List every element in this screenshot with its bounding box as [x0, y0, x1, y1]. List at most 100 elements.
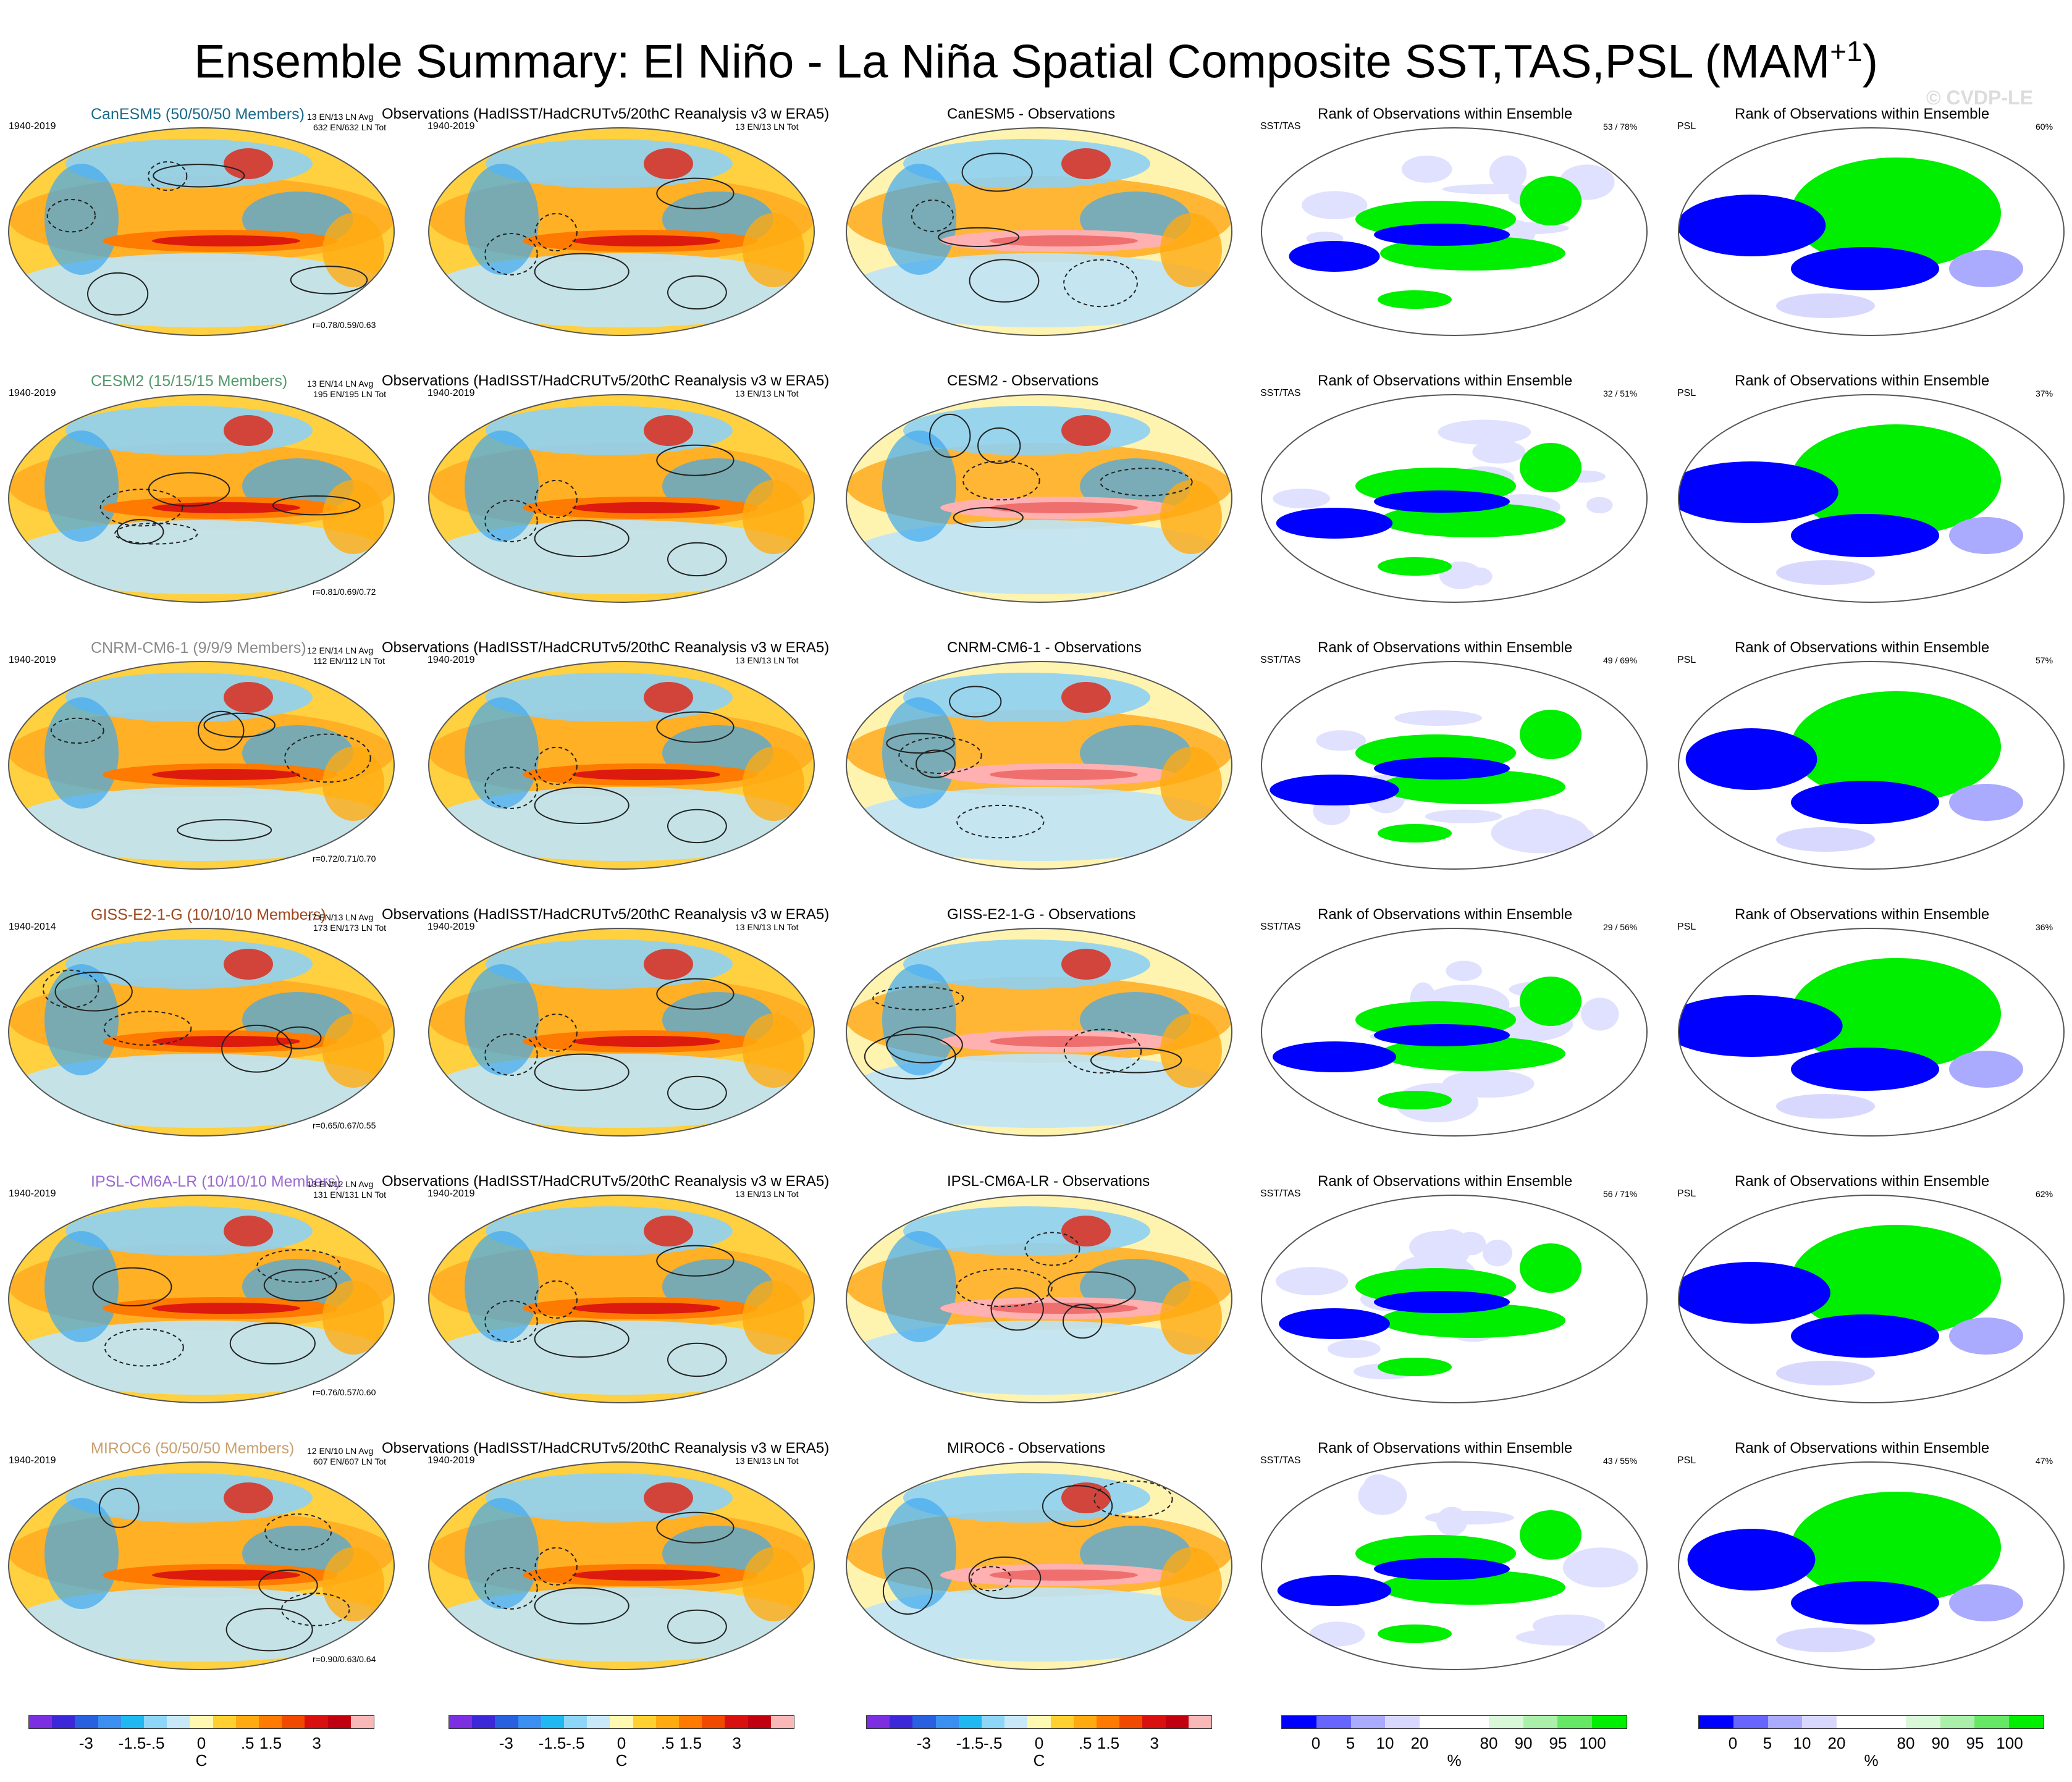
- colorbar-tick: 100: [1579, 1734, 1606, 1752]
- pattern-correlation: r=0.81/0.69/0.72: [313, 587, 376, 597]
- counts-tot: 112 EN/112 LN Tot: [313, 656, 385, 666]
- rank-title: Rank of Observations within Ensemble: [1735, 1173, 1990, 1190]
- obs-years: 1940-2019: [427, 388, 475, 398]
- rank-sst-percent: 53 / 78%: [1603, 122, 1638, 132]
- obs-counts: 13 EN/13 LN Tot: [735, 1456, 799, 1466]
- rank-title: Rank of Observations within Ensemble: [1735, 106, 1990, 122]
- counts-tot: 607 EN/607 LN Tot: [313, 1456, 387, 1466]
- temperature-colorbar: [866, 1715, 1212, 1729]
- model-map: [8, 394, 395, 603]
- colorbar-tick: 3: [1150, 1734, 1159, 1752]
- rankpsl-map: [1678, 394, 2065, 603]
- rank-psl-label: PSL: [1677, 121, 1696, 132]
- colorbar-tick: 80: [1897, 1734, 1915, 1752]
- obs-map: [428, 1195, 815, 1403]
- obs-title: Observations (HadISST/HadCRUTv5/20thC Re…: [382, 906, 830, 923]
- counts-avg: 12 EN/14 LN Avg: [307, 645, 374, 655]
- colorbar-tick: -1.5: [118, 1734, 146, 1752]
- colorbar-tick: -.5: [983, 1734, 1003, 1752]
- pattern-correlation: r=0.72/0.71/0.70: [313, 854, 376, 864]
- obs-years: 1940-2019: [427, 922, 475, 932]
- colorbar-tick: 5: [1762, 1734, 1772, 1752]
- counts-tot: 195 EN/195 LN Tot: [313, 389, 387, 399]
- rank-colorbar: [1698, 1715, 2044, 1729]
- rank-sst-percent: 49 / 69%: [1603, 655, 1638, 665]
- model-years: 1940-2019: [9, 388, 56, 398]
- model-years: 1940-2019: [9, 121, 56, 132]
- model-label: GISS-E2-1-G (10/10/10 Members): [91, 906, 326, 923]
- colorbar-tick: .5: [1078, 1734, 1092, 1752]
- rank-sst-percent: 29 / 56%: [1603, 922, 1638, 932]
- colorbar-tick: -3: [78, 1734, 93, 1752]
- colorbar-unit: %: [1447, 1751, 1462, 1770]
- diff-map: [846, 1195, 1232, 1403]
- obs-title: Observations (HadISST/HadCRUTv5/20thC Re…: [382, 639, 830, 656]
- diff-map: [846, 661, 1232, 870]
- colorbar-unit: C: [615, 1751, 628, 1770]
- model-label: CNRM-CM6-1 (9/9/9 Members): [91, 639, 306, 657]
- counts-avg: 13 EN/14 LN Avg: [307, 379, 374, 389]
- rank-title: Rank of Observations within Ensemble: [1318, 106, 1573, 122]
- obs-counts: 13 EN/13 LN Tot: [735, 1189, 799, 1199]
- obs-counts: 13 EN/13 LN Tot: [735, 922, 799, 932]
- obs-map: [428, 1461, 815, 1670]
- colorbar-tick: 5: [1346, 1734, 1355, 1752]
- rankpsl-map: [1678, 661, 2065, 870]
- temperature-colorbar: [28, 1715, 374, 1729]
- temperature-colorbar: [449, 1715, 794, 1729]
- model-label: CanESM5 (50/50/50 Members): [91, 106, 305, 123]
- rank-title: Rank of Observations within Ensemble: [1735, 639, 1990, 656]
- diff-map: [846, 928, 1232, 1137]
- counts-tot: 131 EN/131 LN Tot: [313, 1190, 387, 1200]
- rank-psl-label: PSL: [1677, 1188, 1696, 1199]
- rankpsl-map: [1678, 127, 2065, 336]
- model-years: 1940-2019: [9, 655, 56, 665]
- rank-psl-percent: 60%: [2036, 122, 2053, 132]
- obs-title: Observations (HadISST/HadCRUTv5/20thC Re…: [382, 106, 830, 122]
- rank-map: [1261, 127, 1648, 336]
- rank-title: Rank of Observations within Ensemble: [1318, 639, 1573, 656]
- colorbar-tick: .5: [240, 1734, 255, 1752]
- colorbar-tick: -.5: [566, 1734, 585, 1752]
- pattern-correlation: r=0.76/0.57/0.60: [313, 1387, 376, 1397]
- colorbar-tick: 80: [1480, 1734, 1498, 1752]
- colorbar-unit: C: [195, 1751, 208, 1770]
- colorbar-tick: 3: [312, 1734, 321, 1752]
- colorbar-tick: 10: [1793, 1734, 1811, 1752]
- rank-title: Rank of Observations within Ensemble: [1735, 906, 1990, 923]
- counts-avg: 13 EN/13 LN Avg: [307, 112, 374, 122]
- obs-title: Observations (HadISST/HadCRUTv5/20thC Re…: [382, 1173, 830, 1190]
- diff-title: CESM2 - Observations: [947, 372, 1099, 389]
- colorbar-tick: .5: [660, 1734, 675, 1752]
- colorbar-tick: 1.5: [679, 1734, 702, 1752]
- rank-psl-percent: 57%: [2036, 655, 2053, 665]
- rank-sst-percent: 32 / 51%: [1603, 389, 1638, 398]
- obs-map: [428, 394, 815, 603]
- rank-map: [1261, 1461, 1648, 1670]
- colorbar-tick: 0: [1728, 1734, 1738, 1752]
- rank-title: Rank of Observations within Ensemble: [1735, 372, 1990, 389]
- rank-psl-percent: 36%: [2036, 922, 2053, 932]
- counts-tot: 173 EN/173 LN Tot: [313, 923, 387, 933]
- colorbar-tick: 0: [617, 1734, 626, 1752]
- rankpsl-map: [1678, 1195, 2065, 1403]
- rank-title: Rank of Observations within Ensemble: [1318, 1440, 1573, 1456]
- rank-title: Rank of Observations within Ensemble: [1318, 372, 1573, 389]
- pattern-correlation: r=0.78/0.59/0.63: [313, 320, 376, 330]
- obs-map: [428, 661, 815, 870]
- colorbar-tick: 10: [1376, 1734, 1394, 1752]
- rank-psl-label: PSL: [1677, 1455, 1696, 1466]
- colorbar-tick: 90: [1514, 1734, 1533, 1752]
- rank-sst-label: SST/TAS: [1260, 922, 1301, 932]
- colorbar-tick: 1.5: [1097, 1734, 1120, 1752]
- model-years: 1940-2014: [9, 922, 56, 932]
- obs-years: 1940-2019: [427, 1455, 475, 1466]
- colorbar-tick: 20: [1827, 1734, 1846, 1752]
- rankpsl-map: [1678, 1461, 2065, 1670]
- model-map: [8, 1195, 395, 1403]
- model-map: [8, 928, 395, 1137]
- rank-sst-label: SST/TAS: [1260, 1188, 1301, 1199]
- rank-sst-label: SST/TAS: [1260, 1455, 1301, 1466]
- model-label: MIROC6 (50/50/50 Members): [91, 1440, 295, 1457]
- rank-sst-label: SST/TAS: [1260, 388, 1301, 398]
